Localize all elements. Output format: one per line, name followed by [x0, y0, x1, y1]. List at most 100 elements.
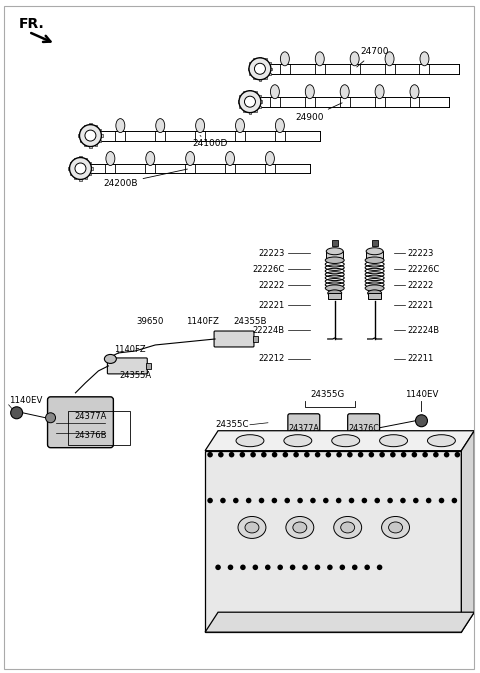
Bar — [253, 77, 256, 79]
Ellipse shape — [245, 522, 259, 533]
Bar — [70, 173, 72, 175]
Circle shape — [336, 498, 341, 503]
Bar — [268, 73, 271, 75]
Text: 24200B: 24200B — [103, 169, 187, 188]
Ellipse shape — [385, 52, 394, 66]
Circle shape — [272, 498, 277, 503]
Ellipse shape — [326, 248, 343, 255]
Ellipse shape — [380, 435, 408, 447]
Bar — [99, 129, 101, 131]
Bar — [79, 178, 82, 180]
FancyBboxPatch shape — [348, 414, 380, 443]
Text: 24355G: 24355G — [311, 390, 345, 399]
Ellipse shape — [428, 435, 456, 447]
Bar — [89, 173, 91, 175]
Text: 22222: 22222 — [408, 281, 434, 289]
Ellipse shape — [226, 151, 235, 166]
Text: 22221: 22221 — [408, 301, 434, 310]
Ellipse shape — [365, 257, 384, 263]
Bar — [270, 67, 272, 70]
Circle shape — [455, 452, 460, 458]
Circle shape — [254, 63, 265, 74]
Circle shape — [285, 498, 290, 503]
Text: 24376B: 24376B — [74, 431, 107, 440]
Ellipse shape — [236, 435, 264, 447]
Text: 22211: 22211 — [408, 355, 434, 363]
Ellipse shape — [332, 435, 360, 447]
Text: 39650: 39650 — [137, 316, 164, 326]
Circle shape — [315, 452, 320, 458]
Circle shape — [358, 452, 363, 458]
Bar — [89, 162, 91, 164]
Bar — [238, 100, 240, 103]
Circle shape — [364, 565, 370, 570]
Ellipse shape — [325, 285, 344, 291]
Ellipse shape — [280, 52, 289, 66]
Circle shape — [379, 452, 385, 458]
Ellipse shape — [265, 151, 275, 166]
Bar — [84, 125, 86, 127]
Text: 24700: 24700 — [357, 47, 389, 67]
Ellipse shape — [375, 85, 384, 99]
Circle shape — [250, 452, 256, 458]
Bar — [268, 62, 271, 65]
Bar — [85, 157, 87, 160]
Circle shape — [349, 498, 354, 503]
Bar — [100, 135, 103, 137]
FancyBboxPatch shape — [108, 358, 147, 374]
Circle shape — [369, 452, 374, 458]
Bar — [68, 168, 71, 170]
Circle shape — [327, 565, 333, 570]
Bar — [372, 240, 378, 246]
Circle shape — [347, 452, 353, 458]
Ellipse shape — [366, 248, 383, 255]
Circle shape — [244, 96, 255, 107]
Circle shape — [215, 565, 221, 570]
Text: 22226C: 22226C — [408, 264, 440, 274]
Bar — [332, 240, 338, 246]
Ellipse shape — [328, 290, 342, 296]
Circle shape — [452, 498, 457, 503]
Circle shape — [374, 498, 380, 503]
Bar — [95, 125, 97, 127]
FancyBboxPatch shape — [214, 331, 254, 347]
Circle shape — [218, 452, 224, 458]
Polygon shape — [205, 451, 461, 632]
Ellipse shape — [315, 52, 324, 66]
Bar — [78, 135, 81, 137]
Text: 22224B: 22224B — [253, 326, 285, 334]
Circle shape — [75, 163, 86, 174]
Circle shape — [422, 452, 428, 458]
Circle shape — [439, 498, 444, 503]
Bar — [146, 363, 151, 369]
Circle shape — [265, 565, 271, 570]
Ellipse shape — [368, 290, 382, 296]
Circle shape — [80, 125, 101, 147]
Circle shape — [207, 498, 213, 503]
Text: 24355B: 24355B — [233, 316, 267, 326]
Circle shape — [339, 565, 345, 570]
Ellipse shape — [420, 52, 429, 66]
Bar — [70, 162, 72, 164]
Bar — [249, 90, 251, 92]
Bar — [264, 77, 266, 79]
Bar — [90, 168, 93, 170]
Circle shape — [46, 413, 56, 423]
Bar — [254, 110, 257, 112]
Ellipse shape — [365, 285, 384, 291]
Text: 24355C: 24355C — [215, 420, 249, 429]
Bar — [239, 95, 241, 98]
Bar — [249, 73, 252, 75]
Ellipse shape — [350, 52, 359, 66]
Ellipse shape — [325, 257, 344, 263]
Text: 1140EV: 1140EV — [9, 396, 42, 405]
Circle shape — [229, 452, 234, 458]
Circle shape — [240, 452, 245, 458]
Polygon shape — [205, 431, 474, 451]
Bar — [326, 251, 343, 258]
Circle shape — [246, 498, 252, 503]
Ellipse shape — [389, 522, 403, 533]
Circle shape — [315, 565, 320, 570]
Bar — [259, 79, 261, 81]
Bar — [79, 156, 82, 159]
